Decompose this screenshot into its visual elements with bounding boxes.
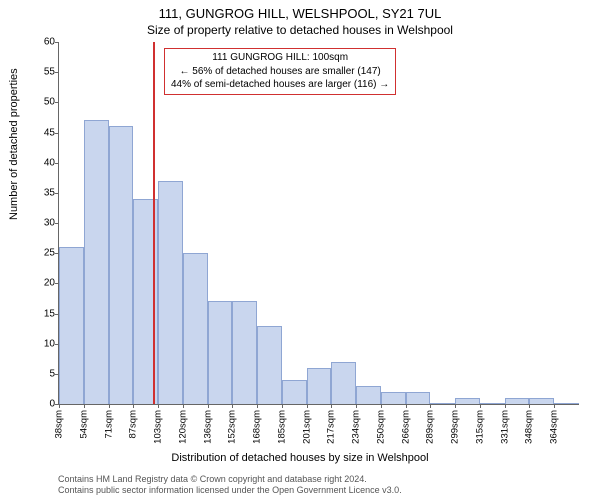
y-tick-mark (55, 163, 59, 164)
y-tick-mark (55, 133, 59, 134)
x-tick-mark (356, 404, 357, 408)
x-tick-mark (529, 404, 530, 408)
x-tick-label: 299sqm (450, 410, 461, 444)
x-tick-mark (109, 404, 110, 408)
x-tick-mark (158, 404, 159, 408)
x-tick-label: 136sqm (202, 410, 213, 444)
histogram-bar (158, 181, 183, 404)
x-tick-label: 54sqm (78, 410, 89, 439)
histogram-bar (183, 253, 208, 404)
histogram-bar (257, 326, 282, 404)
histogram-bar (59, 247, 84, 404)
histogram-bar (455, 398, 480, 404)
x-tick-label: 103sqm (153, 410, 164, 444)
histogram-bar (554, 403, 579, 404)
x-tick-mark (282, 404, 283, 408)
x-tick-mark (183, 404, 184, 408)
x-tick-label: 348sqm (524, 410, 535, 444)
attribution-footer: Contains HM Land Registry data © Crown c… (58, 474, 402, 496)
histogram-bar (232, 301, 257, 404)
histogram-chart: 111 GUNGROG HILL: 100sqm ← 56% of detach… (58, 42, 579, 405)
y-axis-label: Number of detached properties (8, 68, 20, 220)
x-tick-label: 38sqm (54, 410, 65, 439)
x-axis-label: Distribution of detached houses by size … (0, 452, 600, 464)
x-tick-label: 315sqm (474, 410, 485, 444)
y-tick-mark (55, 223, 59, 224)
histogram-bar (430, 403, 455, 404)
x-tick-mark (554, 404, 555, 408)
y-tick-mark (55, 193, 59, 194)
annotation-line: ← 56% of detached houses are smaller (14… (171, 65, 389, 79)
x-tick-label: 234sqm (351, 410, 362, 444)
annotation-line: 111 GUNGROG HILL: 100sqm (171, 51, 389, 65)
x-tick-mark (505, 404, 506, 408)
page-title: 111, GUNGROG HILL, WELSHPOOL, SY21 7UL (0, 0, 600, 21)
x-tick-label: 120sqm (177, 410, 188, 444)
x-tick-mark (480, 404, 481, 408)
page-subtitle: Size of property relative to detached ho… (0, 21, 600, 37)
histogram-bar (84, 120, 109, 404)
y-tick-mark (55, 102, 59, 103)
x-tick-mark (430, 404, 431, 408)
histogram-bar (109, 126, 134, 404)
x-tick-mark (455, 404, 456, 408)
x-tick-label: 168sqm (252, 410, 263, 444)
histogram-bar (529, 398, 554, 404)
footer-line: Contains HM Land Registry data © Crown c… (58, 474, 402, 485)
x-tick-mark (59, 404, 60, 408)
annotation-box: 111 GUNGROG HILL: 100sqm ← 56% of detach… (164, 48, 396, 95)
histogram-bar (307, 368, 332, 404)
x-tick-mark (331, 404, 332, 408)
histogram-bar (356, 386, 381, 404)
histogram-bar (505, 398, 530, 404)
x-tick-label: 266sqm (400, 410, 411, 444)
x-tick-mark (257, 404, 258, 408)
histogram-bar (406, 392, 431, 404)
footer-line: Contains public sector information licen… (58, 485, 402, 496)
histogram-bar (480, 403, 505, 404)
x-tick-mark (84, 404, 85, 408)
x-tick-mark (232, 404, 233, 408)
x-tick-label: 217sqm (326, 410, 337, 444)
x-tick-label: 152sqm (227, 410, 238, 444)
reference-line (153, 42, 155, 404)
x-tick-label: 87sqm (128, 410, 139, 439)
x-tick-mark (307, 404, 308, 408)
y-tick-mark (55, 42, 59, 43)
x-tick-mark (208, 404, 209, 408)
histogram-bar (208, 301, 233, 404)
x-tick-label: 331sqm (499, 410, 510, 444)
x-tick-label: 364sqm (549, 410, 560, 444)
histogram-bar (381, 392, 406, 404)
histogram-bar (331, 362, 356, 404)
x-tick-mark (381, 404, 382, 408)
x-tick-mark (406, 404, 407, 408)
x-tick-mark (133, 404, 134, 408)
x-tick-label: 185sqm (276, 410, 287, 444)
annotation-line: 44% of semi-detached houses are larger (… (171, 78, 389, 92)
x-tick-label: 250sqm (375, 410, 386, 444)
x-tick-label: 289sqm (425, 410, 436, 444)
histogram-bar (282, 380, 307, 404)
x-tick-label: 201sqm (301, 410, 312, 444)
y-tick-mark (55, 72, 59, 73)
x-tick-label: 71sqm (103, 410, 114, 439)
